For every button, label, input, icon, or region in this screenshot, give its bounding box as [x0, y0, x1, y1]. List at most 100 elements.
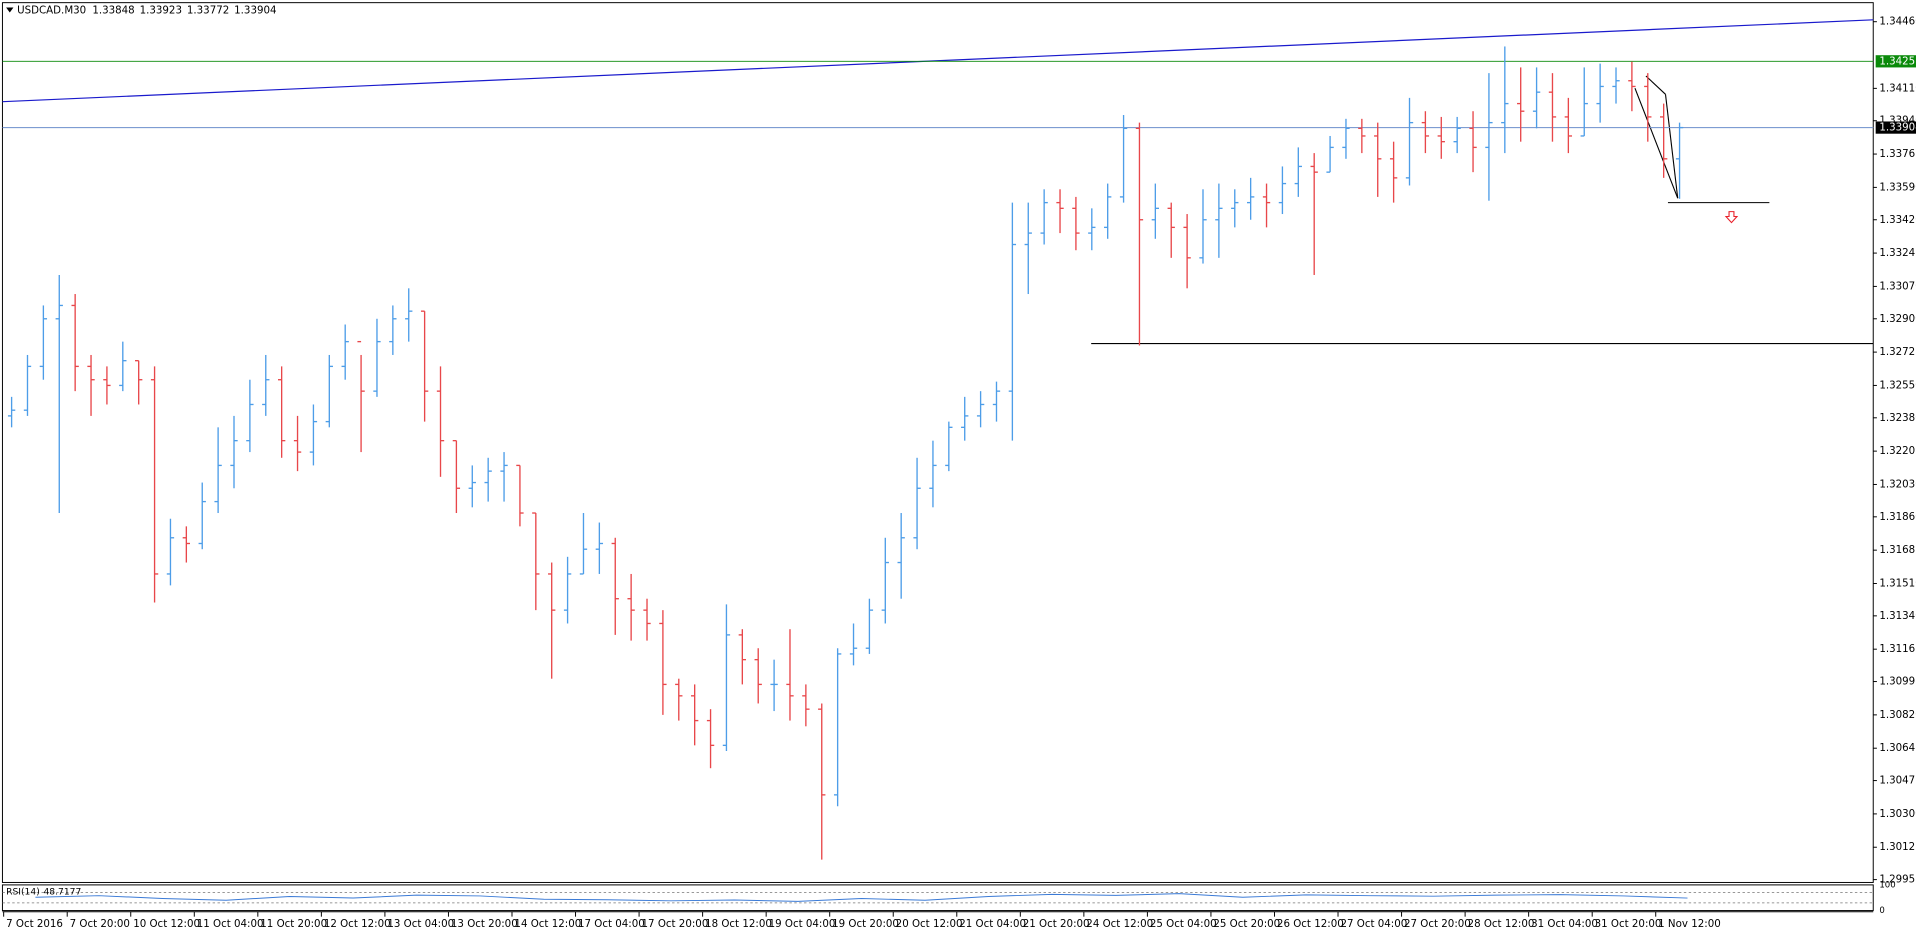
- x-tick-label: 31 Oct 04:00: [1531, 918, 1598, 930]
- bar: [150, 366, 159, 603]
- header-open: 1.33848: [92, 5, 134, 17]
- bar: [1389, 141, 1398, 203]
- bar: [1119, 115, 1128, 203]
- bar: [341, 324, 349, 380]
- bar: [1374, 122, 1382, 197]
- bar: [532, 512, 540, 611]
- bar: [1167, 202, 1175, 258]
- bar: [1580, 67, 1588, 137]
- x-tick-label: 13 Oct 20:00: [451, 918, 518, 930]
- bar: [1644, 73, 1652, 142]
- bar: [452, 439, 461, 514]
- y-tick-label: 1.31165: [1879, 643, 1916, 655]
- x-tick-label: 13 Oct 04:00: [387, 918, 454, 930]
- header-close: 1.33904: [234, 5, 276, 17]
- header-high: 1.33923: [140, 5, 182, 17]
- bar: [420, 310, 429, 422]
- bar: [103, 366, 111, 405]
- rsi-value: 48.7177: [43, 886, 81, 897]
- bar: [1278, 166, 1287, 215]
- pattern-line: [1634, 87, 1679, 199]
- y-tick-label: 1.31685: [1879, 544, 1916, 556]
- bar: [1517, 67, 1525, 142]
- x-tick-label: 24 Oct 12:00: [1086, 918, 1153, 930]
- bar: [1532, 67, 1541, 129]
- rsi-tick-label: 100: [1879, 880, 1895, 890]
- bar: [1628, 61, 1636, 112]
- price-label-bg: [1875, 55, 1916, 68]
- bar: [802, 684, 810, 727]
- x-tick-label: 25 Oct 04:00: [1150, 918, 1217, 930]
- bar: [1485, 73, 1493, 201]
- bar: [516, 464, 524, 527]
- y-tick-label: 1.32900: [1879, 313, 1916, 325]
- bar: [1358, 118, 1366, 154]
- header-low: 1.33772: [187, 5, 229, 17]
- symbol: USDCAD.M30: [17, 5, 86, 17]
- x-tick-label: 12 Oct 12:00: [324, 918, 391, 930]
- bar: [833, 648, 842, 807]
- bar: [166, 518, 175, 586]
- bar: [405, 288, 413, 342]
- bar: [277, 366, 286, 458]
- bar: [1040, 189, 1048, 245]
- y-tick-label: 1.31340: [1879, 610, 1916, 622]
- y-tick-label: 1.29955: [1879, 874, 1916, 886]
- bar: [691, 684, 699, 746]
- bar: [500, 452, 508, 502]
- x-tick-label: 21 Oct 04:00: [959, 918, 1026, 930]
- bar: [611, 537, 619, 635]
- bar: [1151, 183, 1160, 239]
- bar: [929, 440, 937, 508]
- chart-header: USDCAD.M30 1.33848 1.33923 1.33772 1.33904: [17, 5, 276, 17]
- y-tick-label: 1.30820: [1879, 709, 1916, 721]
- rsi-line: [35, 893, 1688, 902]
- price-pane: [1, 2, 1874, 883]
- bar: [1548, 73, 1557, 142]
- bar: [961, 396, 969, 441]
- y-tick-label: 1.30645: [1879, 742, 1916, 754]
- x-tick-label: 21 Oct 20:00: [1023, 918, 1090, 930]
- bar: [262, 354, 270, 416]
- bar: [738, 629, 746, 685]
- x-tick-label: 11 Oct 20:00: [260, 918, 327, 930]
- y-tick-label: 1.33070: [1879, 280, 1916, 292]
- bar: [1326, 135, 1334, 173]
- bar: [722, 604, 731, 752]
- bar: [1453, 116, 1461, 154]
- bar: [1246, 177, 1255, 220]
- bar: [1501, 46, 1509, 154]
- bar: [1199, 189, 1207, 264]
- pattern-line: [1645, 75, 1666, 95]
- y-tick-label: 1.33245: [1879, 247, 1916, 259]
- bar: [1088, 208, 1096, 251]
- x-tick-label: 31 Oct 20:00: [1595, 918, 1662, 930]
- bar: [1135, 122, 1144, 346]
- bar: [1072, 196, 1080, 251]
- y-tick-label: 1.30300: [1879, 808, 1916, 820]
- rsi-pane: [1, 884, 1874, 912]
- bar: [1342, 118, 1350, 159]
- symbol-menu-icon[interactable]: [6, 7, 14, 13]
- bar: [1596, 63, 1604, 123]
- x-tick-label: 1 Nov 12:00: [1658, 918, 1721, 930]
- bar: [87, 354, 95, 416]
- bar: [23, 354, 32, 416]
- bar: [484, 457, 492, 502]
- pattern-line: [1664, 94, 1679, 199]
- bar: [786, 629, 794, 721]
- bar: [976, 391, 985, 428]
- x-tick-label: 27 Oct 20:00: [1404, 918, 1471, 930]
- bar: [627, 573, 635, 641]
- bar: [881, 537, 889, 624]
- bar: [1675, 122, 1684, 199]
- y-tick-label: 1.31510: [1879, 577, 1916, 589]
- bar: [595, 522, 604, 574]
- bar: [373, 318, 381, 397]
- rsi-tick-label: 0: [1879, 906, 1884, 916]
- bar: [1262, 183, 1271, 228]
- bar: [468, 465, 476, 508]
